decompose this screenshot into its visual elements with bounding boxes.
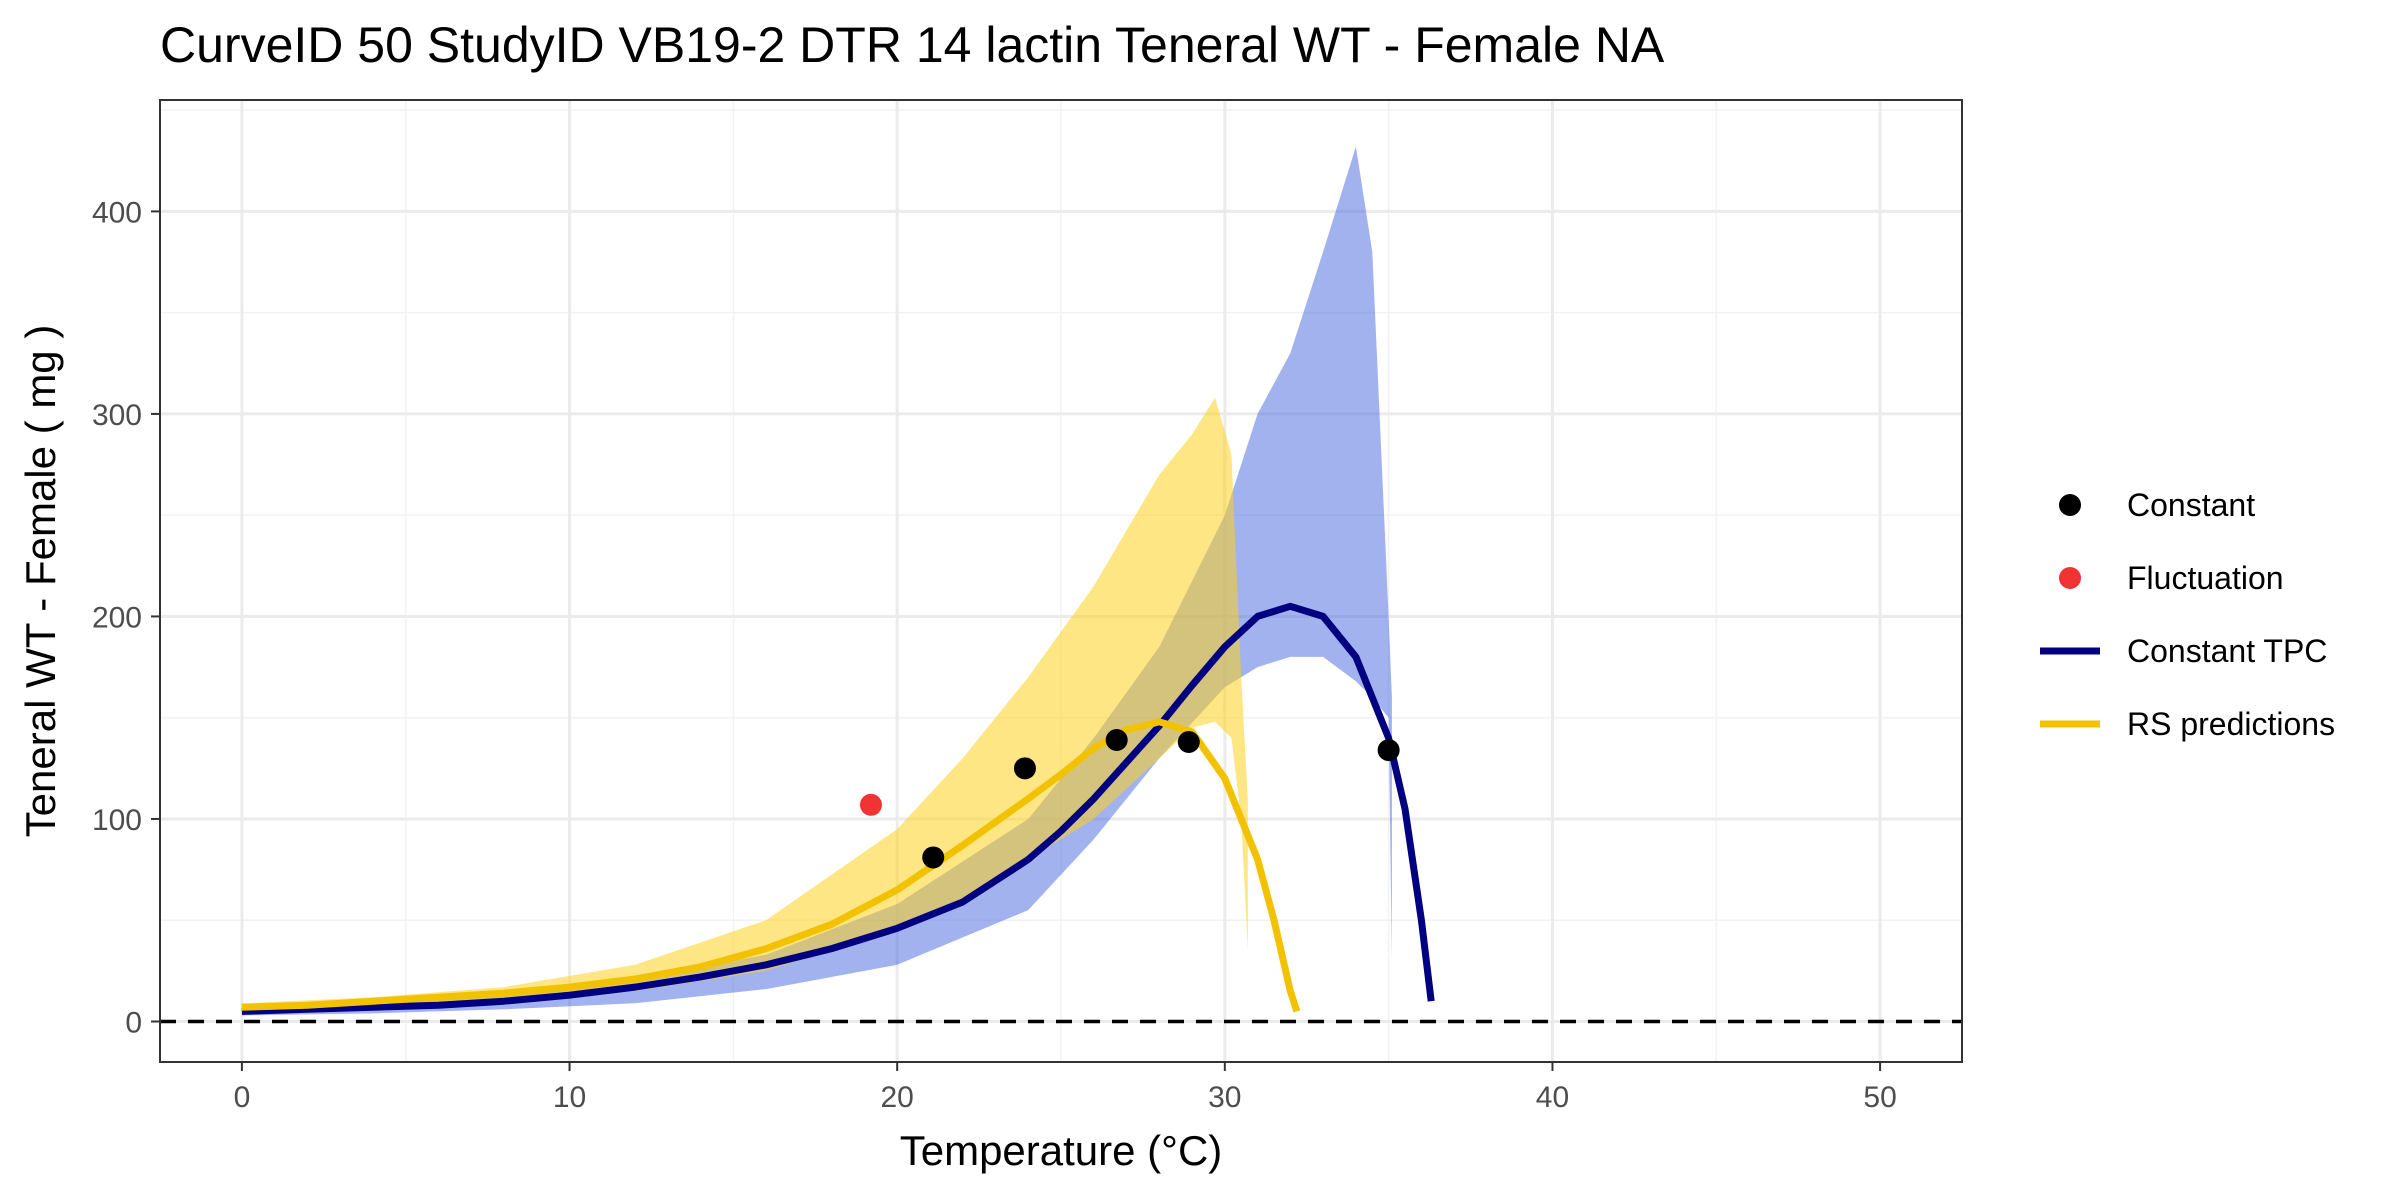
y-tick-label: 400 [92, 196, 142, 229]
series-lines [241, 602, 1435, 1015]
y-axis: 0 100 200 300 400 [92, 196, 160, 1039]
constant-tpc-line [241, 602, 1435, 1015]
y-tick-label: 200 [92, 601, 142, 634]
x-tick-label: 30 [1208, 1081, 1241, 1114]
legend-fluctuation-key [2059, 567, 2081, 589]
panel-border [159, 99, 1963, 1063]
legend-constant-key [2059, 494, 2081, 516]
legend-rs-predictions-label: RS predictions [2127, 706, 2335, 742]
constant-point [1013, 757, 1036, 780]
panel-grid [160, 100, 1962, 1062]
x-axis: 0 10 20 30 40 50 [234, 1062, 1897, 1114]
x-tick-label: 10 [553, 1081, 586, 1114]
constant-point [1177, 731, 1200, 754]
constant-point [922, 846, 945, 869]
x-tick-label: 40 [1536, 1081, 1569, 1114]
y-tick-label: 300 [92, 399, 142, 432]
y-tick-label: 100 [92, 804, 142, 837]
y-axis-title: Teneral WT - Female ( mg ) [17, 325, 64, 838]
constant-point [1105, 728, 1128, 751]
legend-fluctuation-label: Fluctuation [2127, 560, 2284, 596]
chart-title: CurveID 50 StudyID VB19-2 DTR 14 lactin … [160, 17, 1665, 73]
legend-constant-label: Constant [2127, 487, 2255, 523]
rs-predictions-band [241, 397, 1248, 1012]
legend: Constant Fluctuation Constant TPC RS predic… [2040, 487, 2335, 742]
confidence-bands [241, 146, 1392, 1016]
x-tick-label: 0 [234, 1081, 251, 1114]
rs-predictions-line [241, 718, 1301, 1013]
constant-point [1377, 739, 1400, 762]
y-tick-label: 0 [125, 1006, 142, 1039]
x-tick-label: 20 [880, 1081, 913, 1114]
legend-constant-tpc-label: Constant TPC [2127, 633, 2327, 669]
data-points [859, 728, 1400, 869]
x-axis-title: Temperature (°C) [900, 1127, 1223, 1174]
x-tick-label: 50 [1863, 1081, 1896, 1114]
fluctuation-point [859, 793, 882, 816]
